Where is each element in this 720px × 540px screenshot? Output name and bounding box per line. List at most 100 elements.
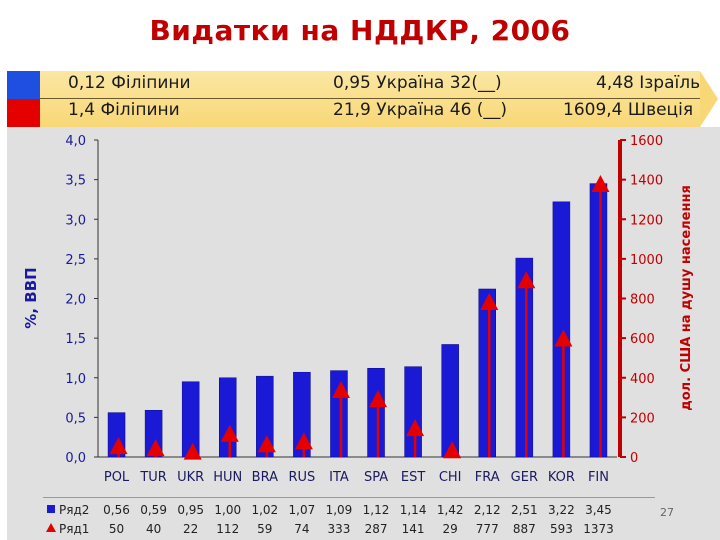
x-tick-label: CHI: [439, 470, 462, 485]
y-tick-label-left: 3,0: [65, 213, 86, 228]
data-label: 887: [513, 522, 536, 536]
marker-UKR: [183, 442, 202, 460]
marker-KOR: [554, 329, 573, 347]
header-text-row1-mid: 0,95 Україна 32(__): [333, 73, 502, 93]
marker-RUS: [294, 432, 313, 450]
header-text-row2-mid: 21,9 Україна 46 (__): [333, 100, 508, 120]
y-tick-label-right: 1600: [630, 134, 663, 149]
bar-EST: [404, 366, 422, 458]
y-tick-label-right: 600: [630, 332, 655, 347]
data-label: 3,22: [548, 503, 575, 517]
y-axis-label-left: %, ВВП: [22, 267, 40, 328]
marker-POL: [109, 437, 128, 455]
data-label: 1,00: [214, 503, 241, 517]
header-text-row1-right: 4,48 Ізраїль: [596, 73, 701, 93]
slide-number: 27: [660, 506, 674, 519]
header-text-row2-left: 1,4 Філіпини: [68, 100, 180, 120]
data-label: 777: [476, 522, 499, 536]
data-label: 2,51: [511, 503, 538, 517]
bar-SPA: [367, 367, 385, 458]
data-label: 1373: [583, 522, 614, 536]
data-label: 29: [443, 522, 458, 536]
marker-SPA: [369, 390, 388, 408]
marker-BRA: [257, 435, 276, 453]
y-tick-label-left: 3,5: [65, 174, 86, 189]
data-label: 50: [109, 522, 124, 536]
marker-CHI: [443, 441, 462, 459]
marker-FIN: [591, 174, 610, 192]
header-divider: [40, 98, 700, 99]
data-label: 593: [550, 522, 573, 536]
bar-FRA: [478, 288, 496, 458]
marker-TUR: [146, 439, 165, 457]
x-tick-label: TUR: [139, 470, 167, 485]
marker-EST: [406, 419, 425, 437]
marker-GER: [517, 271, 536, 289]
legend-swatch-bar: [47, 505, 55, 513]
data-label: 0,56: [103, 503, 130, 517]
x-tick-label: EST: [401, 470, 425, 485]
y-tick-label-left: 0,5: [65, 411, 86, 426]
x-tick-label: FRA: [475, 470, 500, 485]
data-label: 287: [365, 522, 388, 536]
marker-FRA: [480, 293, 499, 311]
bar-KOR: [552, 201, 571, 458]
y-tick-label-left: 1,0: [65, 372, 86, 387]
x-tick-label: GER: [511, 470, 538, 485]
bar-CHI: [441, 344, 459, 458]
header-text-row2-right: 1609,4 Швеція: [563, 100, 694, 120]
legend-swatch-triangle: [46, 523, 56, 532]
data-label: 1,42: [437, 503, 464, 517]
data-table-frame: [43, 497, 655, 538]
header-text-row1-left: 0,12 Філіпини: [68, 73, 191, 93]
data-label: 40: [146, 522, 161, 536]
bar-UKR: [181, 381, 200, 458]
data-label: 1,02: [251, 503, 278, 517]
marker-ITA: [331, 381, 350, 399]
marker-HUN: [220, 424, 239, 442]
y-tick-label-right: 1000: [630, 253, 663, 268]
bar-GER: [515, 257, 534, 458]
y-tick-label-left: 4,0: [65, 134, 86, 149]
x-tick-label: UKR: [177, 470, 204, 485]
data-label: 1,14: [400, 503, 427, 517]
data-label: 0,95: [177, 503, 204, 517]
header-band: [40, 71, 700, 127]
data-label: 141: [402, 522, 425, 536]
data-label: 112: [216, 522, 239, 536]
data-label: 333: [328, 522, 351, 536]
y-tick-label-left: 2,0: [65, 293, 86, 308]
page-title: Видатки на НДДКР, 2006: [149, 14, 571, 47]
y-tick-label-right: 800: [630, 293, 655, 308]
data-label: 74: [294, 522, 309, 536]
legend-series-name: Ряд2: [59, 503, 89, 517]
y-tick-label-left: 0,0: [65, 451, 86, 466]
x-tick-label: POL: [104, 470, 130, 485]
header-arrow-icon: [700, 71, 718, 127]
y-tick-label-left: 1,5: [65, 332, 86, 347]
bar-ITA: [330, 370, 348, 458]
y-tick-label-right: 0: [630, 451, 638, 466]
x-tick-label: FIN: [588, 470, 609, 485]
x-tick-label: BRA: [252, 470, 278, 485]
y-tick-label-right: 1400: [630, 174, 663, 189]
data-label: 1,12: [363, 503, 390, 517]
data-label: 1,09: [326, 503, 353, 517]
x-tick-label: ITA: [329, 470, 349, 485]
data-label: 59: [257, 522, 272, 536]
data-label: 1,07: [289, 503, 316, 517]
y-tick-label-right: 400: [630, 372, 655, 387]
y-tick-label-left: 2,5: [65, 253, 86, 268]
x-tick-label: RUS: [288, 470, 315, 485]
legend-color-red: [7, 99, 40, 127]
legend-series-name: Ряд1: [59, 522, 89, 536]
data-label: 22: [183, 522, 198, 536]
y-tick-label-right: 200: [630, 411, 655, 426]
data-label: 3,45: [585, 503, 612, 517]
bar-HUN: [219, 377, 237, 458]
y-axis-label-right: дол. США на душу населення: [679, 185, 694, 411]
x-tick-label: KOR: [548, 470, 575, 485]
bar-RUS: [293, 371, 311, 458]
x-tick-label: SPA: [364, 470, 388, 485]
